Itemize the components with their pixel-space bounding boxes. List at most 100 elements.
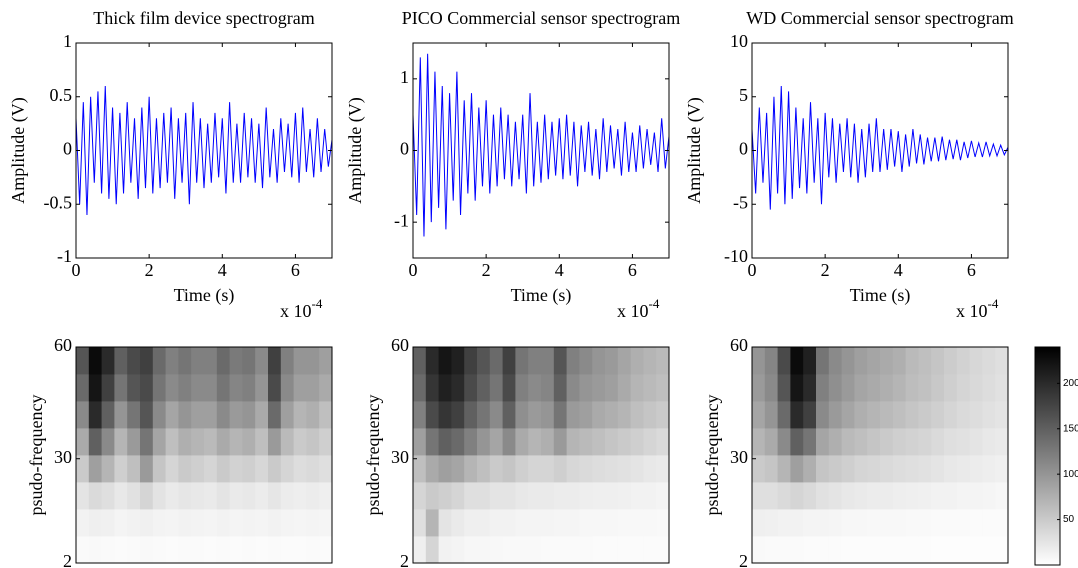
heat-cell [828, 374, 842, 402]
x-scale-label: x 10-4 [280, 296, 323, 321]
heat-cell [816, 401, 830, 429]
heat-cell [88, 401, 102, 429]
heat-cell [605, 482, 619, 510]
heat-cell [592, 509, 606, 537]
heat-cell [293, 509, 307, 537]
heat-cell [515, 428, 529, 456]
heat-cell [969, 401, 983, 429]
heat-cell [579, 509, 593, 537]
heat-cell [293, 482, 307, 510]
heat-cell [242, 428, 256, 456]
heat-cell [489, 347, 503, 375]
heat-cell [617, 428, 631, 456]
heat-cell [140, 482, 154, 510]
heat-cell [489, 455, 503, 483]
heat-cell [803, 374, 817, 402]
heat-cell [114, 401, 128, 429]
heat-cell [413, 509, 427, 537]
heat-cell [944, 347, 958, 375]
chart-title: Thick film device spectrogram [93, 8, 314, 28]
heat-cell [515, 509, 529, 537]
heat-cell [191, 482, 205, 510]
heat-cell [191, 374, 205, 402]
heat-cell [764, 374, 778, 402]
heat-cell [464, 428, 478, 456]
heat-cell [140, 374, 154, 402]
heat-cell [502, 482, 516, 510]
y-tick-label: -10 [724, 246, 748, 266]
heat-cell [268, 536, 282, 564]
heat-cell [553, 455, 567, 483]
heat-cell [956, 401, 970, 429]
heat-cell [280, 509, 294, 537]
heat-cell [880, 428, 894, 456]
heat-cell [114, 536, 128, 564]
heat-cell [280, 401, 294, 429]
x-tick-label: 6 [291, 260, 300, 280]
heat-cell [617, 401, 631, 429]
heat-cell [643, 455, 657, 483]
heat-cell [918, 401, 932, 429]
heat-cell [191, 428, 205, 456]
heat-cell [566, 347, 580, 375]
colorbar [1034, 346, 1061, 566]
y-tick-label: 30 [391, 447, 409, 467]
heat-cell [140, 455, 154, 483]
heat-cell [841, 428, 855, 456]
heat-cell [306, 374, 320, 402]
heat-cell [178, 347, 192, 375]
heat-cell [425, 455, 439, 483]
heat-cell [828, 347, 842, 375]
heat-cell [451, 536, 465, 564]
heat-cell [515, 347, 529, 375]
heat-cell [502, 347, 516, 375]
plot-frame [412, 346, 670, 564]
heat-cell [413, 536, 427, 564]
heat-cell [229, 401, 243, 429]
heat-cell [140, 401, 154, 429]
heat-cell [306, 482, 320, 510]
heat-cell [816, 347, 830, 375]
y-tick-label: 2 [63, 551, 72, 568]
y-tick-label: 30 [54, 447, 72, 467]
heat-cell [764, 347, 778, 375]
heat-cell [566, 482, 580, 510]
heat-cell [553, 509, 567, 537]
x-scale-label: x 10-4 [956, 296, 999, 321]
heat-cell [438, 428, 452, 456]
heat-cell [841, 509, 855, 537]
x-scale-exponent: -4 [649, 296, 660, 311]
y-tick-label: 2 [739, 551, 748, 568]
x-tick-label: 2 [482, 260, 491, 280]
heat-cell [553, 536, 567, 564]
heat-cell [956, 428, 970, 456]
heat-cell [114, 374, 128, 402]
heat-cell [101, 347, 115, 375]
heat-cell [752, 536, 766, 564]
heat-cell [956, 455, 970, 483]
heat-cell [76, 374, 90, 402]
heat-cell [630, 374, 644, 402]
heat-cell [165, 536, 179, 564]
heat-cell [605, 374, 619, 402]
heat-cell [528, 347, 542, 375]
heat-cell [854, 374, 868, 402]
x-tick-label: 4 [894, 260, 903, 280]
heat-cell [605, 455, 619, 483]
heat-cell [790, 401, 804, 429]
heat-cell [905, 482, 919, 510]
heat-cell [656, 401, 670, 429]
heat-cell [152, 401, 166, 429]
heat-cell [255, 347, 269, 375]
heat-cell [867, 509, 881, 537]
heat-cell [605, 536, 619, 564]
heat-cell [528, 374, 542, 402]
heat-cell [425, 374, 439, 402]
heat-cell [242, 482, 256, 510]
heat-cell [477, 482, 491, 510]
heat-cell [280, 428, 294, 456]
heat-cell [841, 482, 855, 510]
heat-cell [178, 455, 192, 483]
heat-cell [841, 347, 855, 375]
heat-cell [630, 401, 644, 429]
